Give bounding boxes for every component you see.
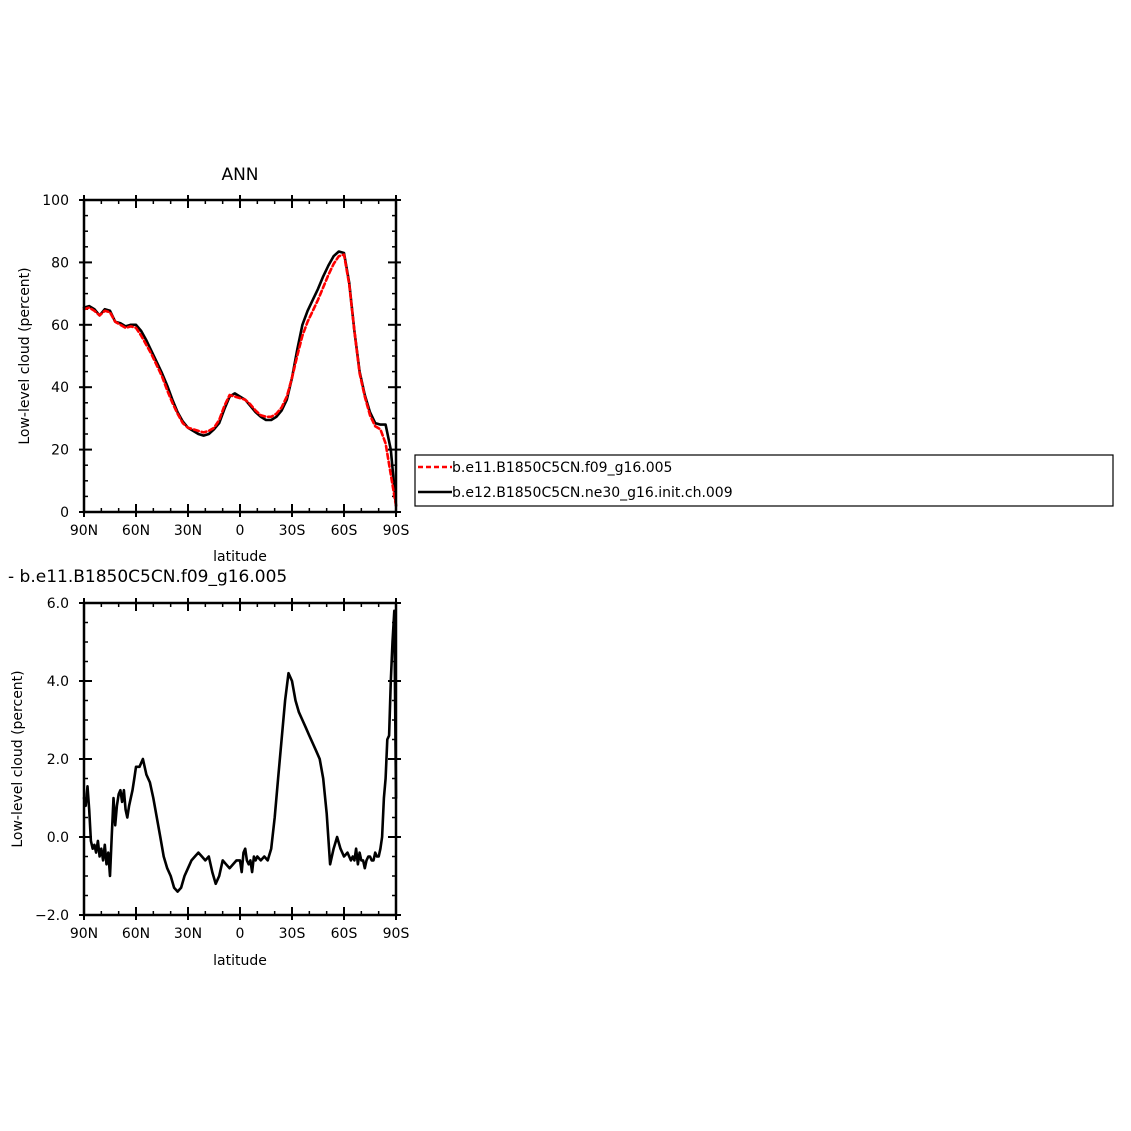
top-y-tick-label: 20 [51,443,69,459]
bottom-ylabel: Low-level cloud (percent) [10,670,26,847]
top-title: ANN [221,165,258,185]
top-x-tick-label: 30N [174,523,202,539]
top-ylabel: Low-level cloud (percent) [17,267,33,444]
top-panel: ANN 90N 60N 30N 0 30S 60S 90S 0 20 40 60 80 100 lati… [17,165,409,565]
legend-label-model1: b.e11.B1850C5CN.f09_g16.005 [452,460,672,476]
bottom-x-tick-label: 30N [174,926,202,942]
top-x-tick-label: 60N [122,523,150,539]
bottom-xlabel: latitude [213,953,267,969]
legend: b.e11.B1850C5CN.f09_g16.005 b.e12.B1850C… [414,454,1114,507]
bottom-title: - b.e11.B1850C5CN.f09_g16.005 [8,567,287,587]
bottom-series [82,609,398,893]
top-x-tick-label: 0 [236,523,245,539]
bottom-ticks [79,598,401,920]
top-y-tick-label: 80 [51,255,69,271]
bottom-x-tick-label: 0 [236,926,245,942]
top-y-tick-label: 40 [51,380,69,396]
bottom-panel: - b.e11.B1850C5CN.f09_g16.005 90N 60N 30N 0… [8,567,409,969]
top-series-line-model2 [82,250,398,508]
top-x-tick-label: 90S [383,523,410,539]
top-y-tick-label: 60 [51,318,69,334]
legend-label-model2: b.e12.B1850C5CN.ne30_g16.init.ch.009 [452,485,733,501]
top-y-tick-label: 100 [42,193,69,209]
top-xlabel: latitude [213,549,267,565]
top-series-line-model1 [82,253,398,508]
top-ticks [79,195,401,517]
bottom-y-tick-label: 4.0 [47,674,69,690]
bottom-x-tick-label: 30S [279,926,306,942]
bottom-x-tick-label: 60N [122,926,150,942]
bottom-plot-frame [82,601,398,917]
legend-box [414,454,1114,507]
bottom-tick-labels: 90N 60N 30N 0 30S 60S 90S −2.0 0.0 2.0 4.0 6.0 [35,596,409,942]
bottom-x-tick-label: 90S [383,926,410,942]
top-tick-labels: 90N 60N 30N 0 30S 60S 90S 0 20 40 60 80 100 [42,193,409,539]
bottom-x-tick-label: 90N [70,926,98,942]
top-x-tick-label: 60S [331,523,358,539]
bottom-y-tick-label: −2.0 [35,908,69,924]
bottom-y-tick-label: 2.0 [47,752,69,768]
bottom-y-tick-label: 6.0 [47,596,69,612]
top-plot-frame [82,198,398,514]
bottom-y-tick-label: 0.0 [47,830,69,846]
bottom-x-tick-label: 60S [331,926,358,942]
top-x-tick-label: 90N [70,523,98,539]
top-series [82,250,398,508]
top-y-tick-label: 0 [60,505,69,521]
bottom-series-line-model2 [82,609,398,893]
top-x-tick-label: 30S [279,523,306,539]
